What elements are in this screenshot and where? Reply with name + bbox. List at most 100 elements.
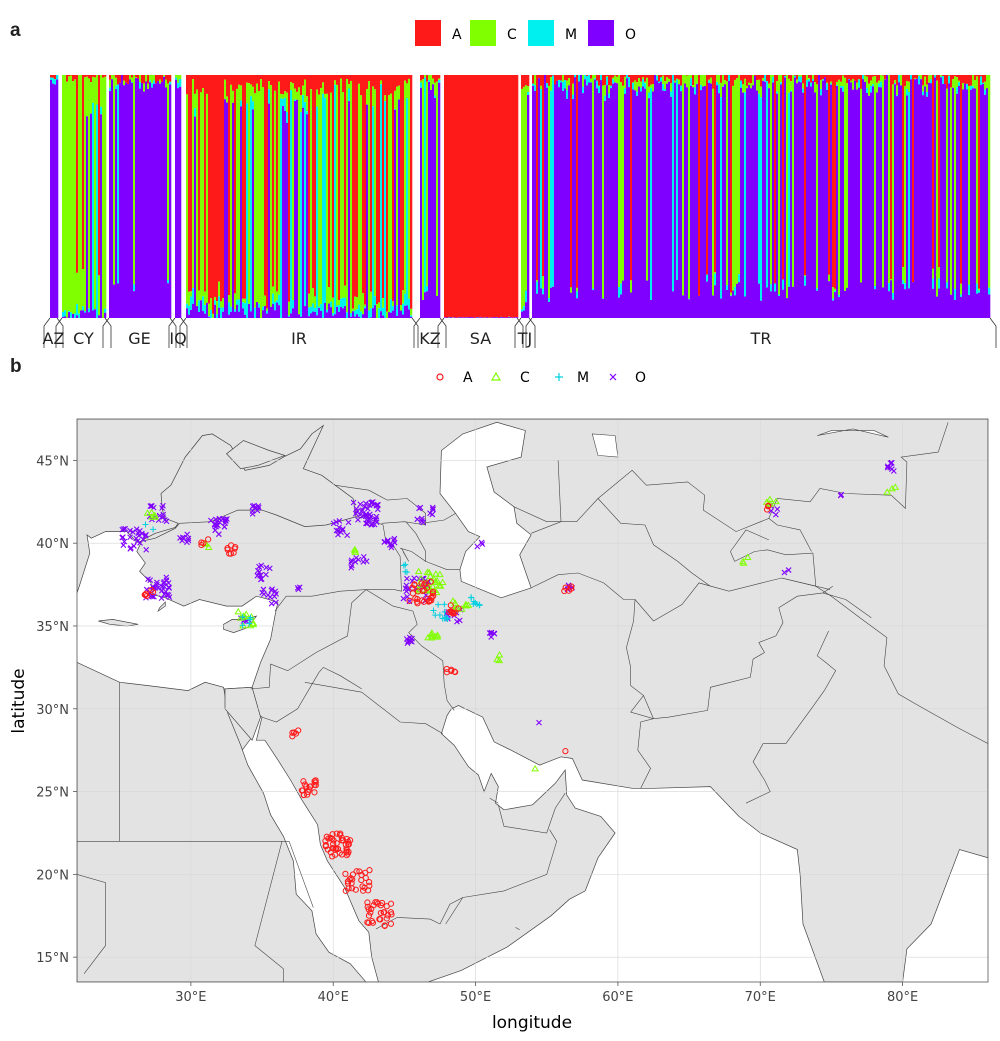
ancestry-bar-segment [794,77,797,319]
ancestry-bar-segment [298,87,301,315]
country-border [401,548,409,562]
ancestry-bar-segment [572,75,575,84]
ancestry-bar-segment [94,309,97,318]
ancestry-bar-segment [650,75,653,85]
country-border [515,927,520,931]
ancestry-bar-segment [292,308,295,318]
ancestry-bar-segment [678,75,681,80]
ancestry-bar-segment [276,300,279,303]
ancestry-bar-segment [878,87,881,318]
ancestry-bar-segment [724,75,727,81]
ancestry-bar-segment [54,84,57,318]
ancestry-bar-segment [129,79,132,318]
ancestry-bar-segment [630,292,633,318]
ancestry-bar-segment [676,79,679,281]
ancestry-bar-segment [525,85,528,291]
ancestry-bar-segment [590,81,593,83]
ancestry-bar-segment [600,80,603,319]
ancestry-bar-segment [830,83,833,85]
ancestry-bar-segment [662,75,665,76]
ancestry-bar-segment [492,75,495,318]
ancestry-bar-segment [194,108,197,117]
point-C [204,543,213,551]
ancestry-bar-segment [932,268,935,279]
ancestry-bar-segment [744,78,747,93]
point-A [311,778,318,785]
ancestry-bar-segment [590,78,593,82]
ancestry-bar-segment [334,80,337,85]
ancestry-bar-segment [800,76,803,83]
ancestry-bar-segment [822,79,825,81]
ancestry-bar-segment [812,75,815,80]
ancestry-bar-segment [804,275,807,277]
legend-a-label-A: A [452,27,462,43]
ancestry-bar-segment [648,98,651,318]
ancestry-bar-segment [646,75,649,78]
ancestry-bar-segment [278,75,281,82]
ancestry-bar-segment [394,90,397,109]
ancestry-bar-segment [119,75,122,83]
ancestry-bar-segment [294,75,297,89]
ancestry-bar-segment [542,294,545,318]
legend-b-item-O: O [609,370,646,386]
ancestry-bar-segment [165,87,168,318]
ancestry-bar-segment [912,282,915,318]
ancestry-bar-segment [568,75,571,79]
ancestry-bar-segment [712,295,715,318]
point-A [327,849,334,856]
landmass-sinai [224,686,261,741]
ancestry-bar-segment [368,310,371,318]
ancestry-bar-segment [336,306,339,318]
ancestry-bar-segment [702,75,705,87]
ancestry-bar-segment [460,317,463,318]
ancestry-bar-segment [98,315,101,318]
ancestry-bar-segment [159,75,162,80]
country-border [530,572,833,720]
ancestry-bar-segment [960,75,963,284]
ancestry-bar-segment [896,94,899,97]
ancestry-bar-segment [102,75,105,78]
ancestry-bar-segment [778,75,781,295]
ancestry-bar-segment [260,75,263,80]
ancestry-bar-segment [218,307,221,318]
ancestry-bar-segment [117,283,120,318]
ancestry-bar-segment [98,75,101,276]
ancestry-bar-segment [820,95,823,318]
ancestry-bar-segment [624,75,627,77]
ancestry-bar-segment [147,83,150,89]
ancestry-bar-segment [434,82,437,96]
point-O [366,511,373,518]
ancestry-bar-segment [284,91,287,98]
ancestry-bar-segment [972,75,975,87]
ancestry-bar-segment [410,315,413,317]
point-A [338,851,346,858]
ancestry-bar-segment [109,91,112,318]
country-border [261,667,324,723]
ancestry-bar-segment [504,317,507,318]
ancestry-bar-segment [104,308,107,313]
ancestry-bar-segment [250,75,253,85]
point-C [772,497,780,505]
ancestry-bar-segment [326,309,329,313]
ancestry-bar-segment [268,89,271,104]
ancestry-bar-segment [798,81,801,318]
point-O [338,529,344,536]
group-bracket [102,317,177,348]
ancestry-bar-segment [504,75,507,318]
point-O [479,541,486,547]
ancestry-bar-segment [906,80,909,89]
group-label-tj: TJ [517,329,533,348]
point-O [781,569,788,576]
point-A [561,587,568,595]
ancestry-bar-segment [192,288,195,304]
ancestry-bar-segment [268,75,271,82]
ancestry-bar-segment [153,75,156,81]
ancestry-bar-segment [198,300,201,312]
point-O [268,600,275,607]
ancestry-bar-segment [922,85,925,92]
ancestry-bar-segment [624,76,627,89]
ancestry-bar-segment [942,75,945,77]
ancestry-bar-segment [284,75,287,92]
point-M [442,615,449,622]
ancestry-bar-segment [408,309,411,318]
